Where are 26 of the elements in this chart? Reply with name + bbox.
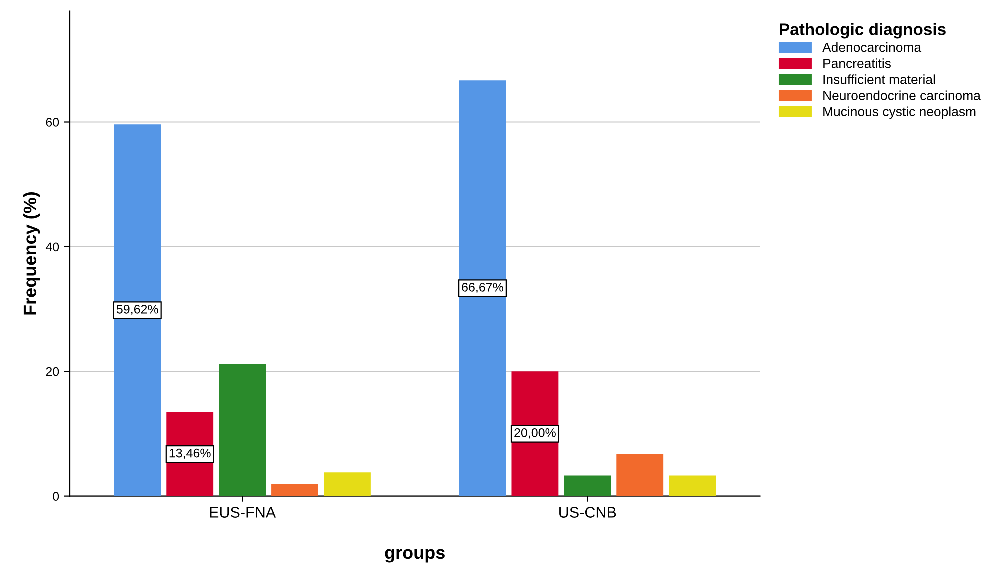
legend-title: Pathologic diagnosis: [780, 23, 946, 39]
data-label: 59,62%: [116, 304, 158, 316]
x-axis-title: groups: [385, 549, 445, 563]
data-label: 20,00%: [514, 428, 556, 439]
bar: [272, 484, 318, 496]
y-tick-label: 60: [46, 118, 60, 127]
legend-label: Neuroendocrine carcinoma: [824, 90, 981, 100]
bar: [616, 454, 664, 496]
legend-label: Adenocarcinoma: [822, 42, 922, 52]
data-label: 66,67%: [462, 283, 504, 294]
legend-label: Mucinous cystic neoplasm: [824, 106, 976, 120]
x-tick-label: EUS-FNA: [210, 507, 276, 518]
y-tick-label: 40: [46, 242, 60, 252]
data-label: 13,46%: [170, 448, 211, 460]
bar: [459, 80, 506, 496]
bar: [669, 476, 716, 496]
bar: [324, 472, 371, 496]
bar: [219, 364, 266, 496]
bar: [114, 124, 162, 496]
bar: [564, 476, 612, 496]
legend-label: Insufficient material: [824, 74, 936, 84]
y-tick-label: 20: [46, 367, 60, 376]
y-axis-title: Frequency (%): [23, 192, 40, 315]
y-tick-label: 0: [53, 492, 60, 501]
x-tick-label: US-CNB: [560, 507, 616, 518]
legend-label: Pancreatitis: [824, 58, 891, 68]
